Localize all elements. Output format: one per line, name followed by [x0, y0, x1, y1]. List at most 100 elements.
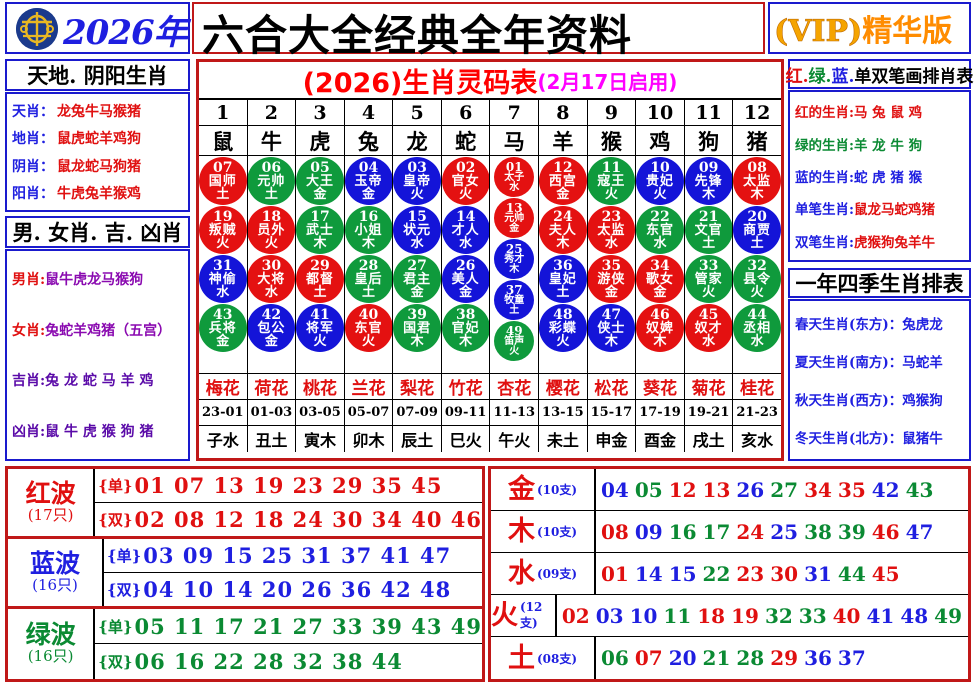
element-number: 01 [601, 561, 629, 586]
row-value: 兔虎龙 [902, 317, 943, 333]
element-numbers: 04 05 12 13 26 27 34 35 42 43 [596, 469, 968, 510]
code-element: 木 [702, 187, 716, 202]
zodiac-cell: 蛇 [442, 126, 491, 155]
code-bubble[interactable]: 20 商贾土 [733, 206, 781, 254]
code-bubble[interactable]: 35 游侠金 [587, 255, 636, 303]
code-bubble[interactable]: 13 元帅金 [494, 198, 535, 238]
code-element: 水 [604, 236, 618, 251]
code-bubble[interactable]: 32 县令火 [733, 255, 781, 303]
code-title: 国君 [403, 321, 432, 336]
center-title: (2026)生肖灵码表 (2月17日启用) [199, 62, 781, 100]
code-bubble[interactable]: 27 君主金 [393, 255, 441, 303]
element-number: 04 [601, 477, 629, 502]
row-value: 鼠 牛 虎 猴 狗 猪 [45, 423, 154, 440]
code-bubble[interactable]: 30 大将水 [247, 255, 296, 303]
element-row: 土 (08支) 06 07 20 21 28 29 36 37 [491, 637, 968, 679]
vip-label: (VIP) [774, 14, 863, 50]
code-element: 火 [509, 346, 520, 357]
wave-name: 绿波 [25, 620, 76, 650]
code-bubble[interactable]: 12 西宫金 [539, 157, 587, 205]
code-bubble[interactable]: 17 武士木 [296, 206, 344, 254]
code-bubble[interactable]: 44 丞相水 [733, 304, 781, 352]
element-number: 40 [832, 603, 861, 628]
code-bubble[interactable]: 48 彩蝶火 [539, 304, 587, 352]
code-bubble[interactable]: 08 太监木 [733, 157, 781, 205]
code-bubble[interactable]: 39 国君木 [393, 304, 441, 352]
element-number: 15 [668, 561, 697, 586]
code-bubble[interactable]: 15 状元水 [393, 206, 441, 254]
code-bubble[interactable]: 02 官女火 [441, 157, 490, 205]
code-bubble[interactable]: 22 东官水 [636, 206, 684, 254]
code-bubble[interactable]: 09 先锋木 [684, 157, 733, 205]
code-bubble[interactable]: 23 太监水 [587, 206, 636, 254]
code-bubble[interactable]: 34 歌女金 [636, 255, 684, 303]
code-bubble[interactable]: 45 奴才水 [684, 304, 733, 352]
code-element: 水 [216, 285, 230, 300]
element-number: 19 [731, 603, 759, 628]
number-list: 01 07 13 19 23 29 35 45 [134, 473, 443, 498]
code-title: 太监 [597, 223, 626, 238]
code-bubble[interactable]: 26 美人金 [441, 255, 490, 303]
code-bubble[interactable]: 04 玉帝金 [344, 157, 393, 205]
code-bubble[interactable]: 21 文官土 [684, 206, 733, 254]
code-bubble[interactable]: 38 官妃木 [441, 304, 490, 352]
code-bubble[interactable]: 19 叛贼火 [199, 206, 247, 254]
wave-count: (16只) [32, 575, 78, 594]
row-value: 鼠龙马蛇鸡猪 [853, 202, 935, 219]
code-column: 05 大王金 17 武士木 29 都督土 41 将军火 [296, 156, 345, 373]
element-number: 09 [634, 519, 663, 544]
code-bubble[interactable]: 01 太子水 [494, 157, 535, 197]
code-bubble[interactable]: 28 皇后土 [344, 255, 393, 303]
code-bubble[interactable]: 05 大王金 [296, 157, 344, 205]
code-bubble[interactable]: 42 包公金 [247, 304, 296, 352]
branch-element-cell: 午火 [490, 426, 540, 452]
code-bubble[interactable]: 33 管家火 [684, 255, 733, 303]
left-top-heading-label: 天地. 阴阳生肖 [27, 63, 168, 88]
time-range-cell: 19-21 [685, 400, 734, 425]
code-element: 土 [556, 285, 570, 300]
code-bubble[interactable]: 03 皇帝火 [393, 157, 441, 205]
code-bubble[interactable]: 25 秀才木 [494, 239, 535, 279]
code-bubble[interactable]: 10 贵妃火 [636, 157, 684, 205]
number-list: 03 09 15 25 31 37 41 47 [143, 542, 452, 568]
code-bubble[interactable]: 37 牧童土 [494, 280, 535, 320]
element-number: 03 [595, 603, 624, 628]
vip-edition-label: 精华版 [862, 14, 953, 49]
code-bubble[interactable]: 16 小姐木 [344, 206, 393, 254]
code-number: 08 [747, 160, 767, 176]
element-number: 02 [561, 603, 590, 628]
number-list: 02 08 12 18 24 30 34 40 46 [134, 507, 482, 532]
code-number: 32 [747, 258, 767, 274]
code-bubble[interactable]: 31 神偷水 [199, 255, 247, 303]
code-bubble[interactable]: 47 侠士木 [587, 304, 636, 352]
code-number: 15 [407, 209, 427, 225]
flower-cell: 杏花 [490, 374, 540, 399]
column-index-cell: 5 [393, 100, 442, 125]
code-bubble[interactable]: 14 才人水 [441, 206, 490, 254]
row-label: 蓝的生肖: [795, 169, 854, 186]
code-bubble[interactable]: 24 夫人木 [539, 206, 587, 254]
time-range-cell: 21-23 [736, 405, 778, 420]
code-number: 16 [358, 209, 379, 225]
code-bubble[interactable]: 49 笛声火 [494, 321, 535, 361]
zodiac-cell: 鼠 [199, 126, 248, 155]
row-label: 夏天生肖(南方)： [795, 355, 903, 371]
element-count: (10支) [536, 525, 578, 539]
code-bubble[interactable]: 06 元帅土 [247, 157, 296, 205]
code-bubble[interactable]: 40 东官火 [344, 304, 393, 352]
right-bottom-heading-label: 一年四季生肖排表 [795, 271, 964, 296]
code-bubble[interactable]: 46 奴婢木 [636, 304, 684, 352]
code-number: 49 [505, 324, 523, 338]
code-title: 国师 [208, 174, 237, 189]
element-number: 39 [837, 519, 866, 544]
code-bubble[interactable]: 41 将军火 [296, 304, 344, 352]
code-bubble[interactable]: 29 都督土 [296, 255, 344, 303]
code-bubble[interactable]: 11 寇王火 [587, 157, 636, 205]
code-bubble[interactable]: 07 国师土 [199, 157, 247, 205]
branch-element-cell: 巳火 [442, 426, 491, 452]
element-count: (12支) [520, 600, 543, 630]
code-bubble[interactable]: 36 皇妃土 [539, 255, 587, 303]
wave-name: 红波 [25, 478, 76, 508]
code-bubble[interactable]: 43 兵将金 [199, 304, 247, 352]
code-bubble[interactable]: 18 员外火 [247, 206, 296, 254]
